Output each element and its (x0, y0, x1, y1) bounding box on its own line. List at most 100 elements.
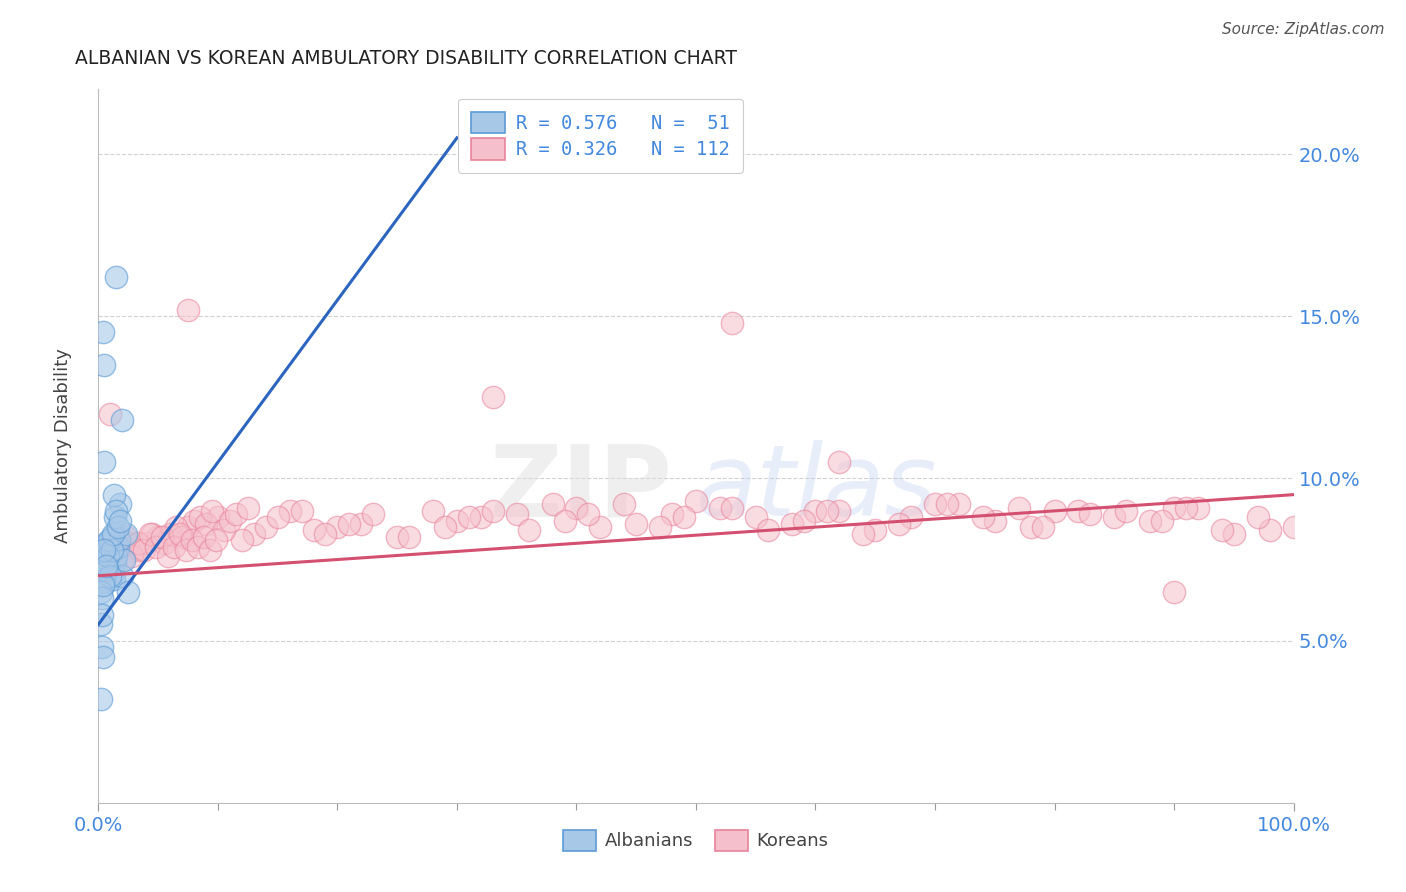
Point (243, 526, 266, 541)
Point (1115, 504, 1137, 518)
Point (100, 542, 122, 557)
Point (828, 455, 851, 469)
Point (93, 455, 115, 469)
Point (852, 526, 875, 541)
Point (139, 526, 162, 541)
Point (339, 516, 361, 531)
Point (1163, 585, 1185, 599)
Point (187, 540, 209, 554)
Point (1043, 504, 1066, 518)
Point (506, 507, 529, 521)
Point (350, 516, 373, 531)
Point (198, 542, 221, 557)
Point (150, 530, 173, 544)
Point (231, 533, 253, 547)
Point (135, 536, 157, 550)
Point (91, 578, 114, 592)
Point (1080, 507, 1102, 521)
Point (326, 520, 349, 534)
Point (91, 542, 114, 557)
Point (517, 524, 540, 538)
Point (177, 302, 200, 317)
Point (817, 504, 839, 518)
Point (91, 591, 114, 606)
Point (458, 510, 481, 524)
Point (225, 507, 247, 521)
Point (889, 516, 911, 531)
Point (121, 549, 143, 564)
Point (291, 504, 314, 518)
Point (1258, 524, 1281, 538)
Point (972, 510, 994, 524)
Point (169, 526, 191, 541)
Point (254, 520, 277, 534)
Point (1223, 526, 1246, 541)
Point (685, 494, 707, 508)
Point (780, 516, 803, 531)
Point (107, 520, 129, 534)
Point (1152, 514, 1174, 528)
Point (112, 552, 135, 566)
Point (828, 504, 851, 518)
Point (159, 526, 181, 541)
Point (470, 510, 492, 524)
Point (756, 524, 779, 538)
Point (93, 542, 115, 557)
Point (195, 516, 218, 531)
Point (201, 504, 224, 518)
Point (98, 559, 121, 574)
Point (1247, 510, 1270, 524)
Point (204, 533, 226, 547)
Point (108, 497, 131, 511)
Point (165, 520, 187, 534)
Point (117, 585, 139, 599)
Point (100, 530, 122, 544)
Text: ZIP: ZIP (489, 441, 672, 537)
Point (103, 572, 125, 586)
Point (93, 562, 115, 576)
Point (1008, 500, 1031, 515)
Point (1067, 504, 1090, 518)
Point (554, 514, 576, 528)
Point (163, 540, 186, 554)
Text: Ambulatory Disability: Ambulatory Disability (55, 349, 72, 543)
Point (97, 536, 120, 550)
Point (101, 566, 124, 580)
Point (105, 536, 128, 550)
Point (124, 542, 146, 557)
Point (107, 533, 129, 547)
Point (153, 536, 176, 550)
Point (936, 497, 959, 511)
Legend: Albanians, Koreans: Albanians, Koreans (557, 822, 835, 858)
Point (108, 540, 131, 554)
Point (105, 504, 128, 518)
Point (385, 530, 409, 544)
Point (1019, 520, 1042, 534)
Text: ALBANIAN VS KOREAN AMBULATORY DISABILITY CORRELATION CHART: ALBANIAN VS KOREAN AMBULATORY DISABILITY… (75, 49, 737, 68)
Point (90, 617, 112, 632)
Point (177, 520, 200, 534)
Point (129, 542, 152, 557)
Point (101, 546, 124, 560)
Point (98, 549, 122, 564)
Point (278, 504, 301, 518)
Point (626, 516, 648, 531)
Point (148, 530, 170, 544)
Point (1163, 500, 1185, 515)
Point (984, 514, 1007, 528)
Point (127, 536, 149, 550)
Point (91, 566, 114, 580)
Point (98, 542, 122, 557)
Point (948, 497, 970, 511)
Point (434, 520, 457, 534)
Point (1282, 520, 1305, 534)
Point (91, 326, 114, 340)
Point (105, 270, 128, 285)
Point (745, 510, 768, 524)
Point (174, 542, 197, 557)
Point (98, 533, 121, 547)
Point (105, 549, 128, 564)
Point (188, 510, 211, 524)
Point (111, 552, 134, 566)
Point (132, 542, 155, 557)
